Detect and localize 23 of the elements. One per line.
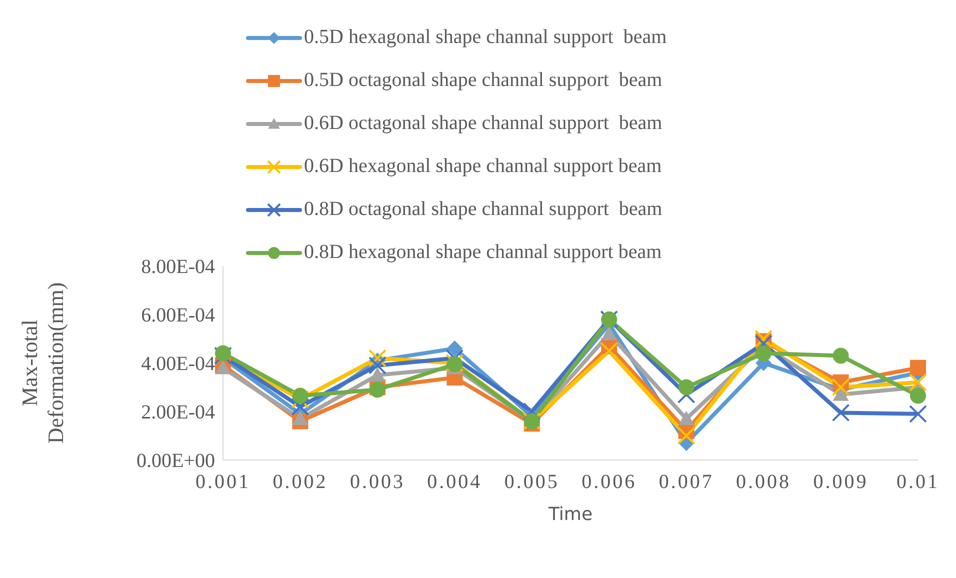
x-tick-label: 0.006 <box>582 471 637 494</box>
y-tick-label: 4.00E-04 <box>141 353 215 376</box>
x-tick-label: 0.004 <box>427 471 482 494</box>
x-tick-label: 0.002 <box>272 471 328 494</box>
y-axis-title: Max-total Deformation(mm) <box>17 282 68 444</box>
x-tick-label: 0.007 <box>658 471 714 494</box>
y-tick-label: 0.00E+00 <box>136 450 215 472</box>
legend-label: 0.6D hexagonal shape channal support beam <box>304 155 662 178</box>
legend-label: 0.5D octagonal shape channal support beam <box>304 69 662 92</box>
x-tick-label: 0.005 <box>504 471 560 494</box>
legend-label: 0.5D hexagonal shape channal support beam <box>304 26 667 49</box>
x-tick-label: 0.001 <box>196 471 250 494</box>
legend-label: 0.8D octagonal shape channal support beam <box>304 198 662 221</box>
y-tick-label: 2.00E-04 <box>141 402 215 424</box>
y-tick-label: 6.00E-04 <box>141 304 215 327</box>
x-tick-label: 0.008 <box>736 471 792 494</box>
legend-label: 0.6D octagonal shape channal support beam <box>304 112 662 135</box>
x-axis-title: Time <box>547 504 593 525</box>
x-tick-label: 0.009 <box>813 471 868 494</box>
legend-label: 0.8D hexagonal shape channal support beam <box>304 241 662 264</box>
x-tick-label: 0.003 <box>350 471 405 494</box>
x-tick-label: 0.01 <box>896 471 940 494</box>
y-tick-label: 8.00E-04 <box>141 256 215 278</box>
